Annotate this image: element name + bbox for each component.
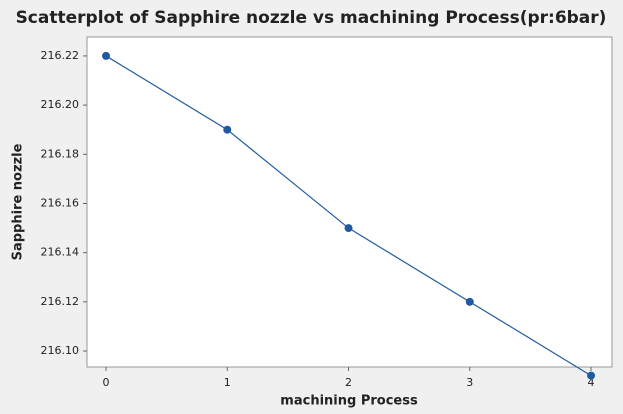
y-axis-label: Sapphire nozzle [11, 143, 26, 260]
point [587, 371, 596, 380]
plot-area [86, 36, 613, 368]
y-tick-label: 216.12 [41, 295, 80, 308]
y-tick-label: 216.16 [41, 196, 80, 209]
y-tick-label: 216.14 [41, 246, 80, 259]
y-tick-label: 216.18 [41, 147, 80, 160]
chart-title: Scatterplot of Sapphire nozzle vs machin… [16, 8, 607, 28]
x-tick-label: 3 [466, 376, 473, 389]
x-tick-label: 0 [103, 376, 110, 389]
x-axis-label: machining Process [280, 394, 418, 409]
point [344, 224, 353, 233]
y-tick-label: 216.22 [41, 49, 80, 62]
x-tick-label: 4 [588, 376, 595, 389]
point [223, 125, 232, 134]
x-tick-label: 2 [345, 376, 352, 389]
y-tick-label: 216.20 [41, 98, 80, 111]
x-tick-label: 1 [224, 376, 231, 389]
point [102, 51, 111, 60]
point [465, 297, 474, 306]
y-tick-label: 216.10 [41, 344, 80, 357]
